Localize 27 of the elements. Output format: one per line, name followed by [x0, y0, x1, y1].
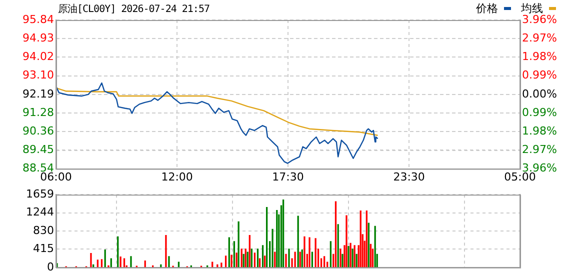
- y2-tick-label: 2.97%: [522, 143, 557, 156]
- y2-tick-label: 3.96%: [522, 12, 557, 26]
- x-tick-label: 23:30: [393, 170, 425, 184]
- y2-tick-label: 1.98%: [522, 50, 557, 64]
- x-tick-label: 17:30: [272, 170, 304, 184]
- y-tick-label: 91.28: [22, 106, 54, 119]
- y2-tick-label: 0.00%: [522, 87, 557, 100]
- y2-tick-label: 1.98%: [522, 124, 557, 138]
- legend-label: 价格: [476, 1, 499, 16]
- y-tick-label: 1244: [26, 206, 54, 219]
- y-tick-label: 415: [33, 242, 54, 256]
- y-tick-label: 89.45: [22, 143, 54, 156]
- y2-tick-label: 0.99%: [522, 106, 557, 119]
- y-tick-label: 92.19: [22, 87, 54, 100]
- y-tick-label: 95.84: [22, 12, 54, 26]
- y-tick-label: 0: [47, 260, 54, 274]
- x-tick-label: 12:00: [161, 170, 193, 184]
- y-tick-label: 1659: [26, 187, 54, 200]
- y-tick-label: 94.02: [22, 50, 54, 63]
- y-tick-label: 93.10: [22, 68, 54, 82]
- y-tick-label: 830: [33, 224, 54, 237]
- legend-label: 均线: [521, 1, 543, 15]
- y2-tick-label: 0.99%: [522, 68, 557, 82]
- chart-title: 原油[CL00Y] 2026-07-24 21:57: [58, 2, 210, 16]
- y-tick-label: 94.93: [22, 31, 54, 44]
- y-tick-label: 90.36: [22, 124, 54, 138]
- y2-tick-label: 2.97%: [522, 31, 557, 44]
